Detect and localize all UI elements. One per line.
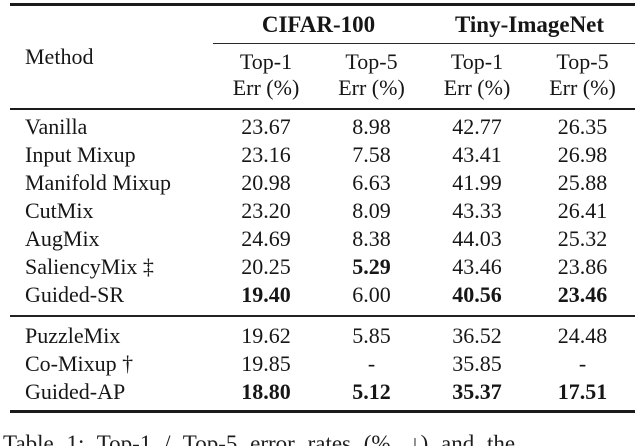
table-row: AugMix 24.69 8.38 44.03 25.32 xyxy=(10,225,635,253)
value-cell: 36.52 xyxy=(424,315,531,350)
value-cell: 44.03 xyxy=(452,226,502,251)
table-row: CutMix 23.20 8.09 43.33 26.41 xyxy=(10,197,635,225)
value-cell: 23.86 xyxy=(557,254,608,279)
value-cell: 40.56 xyxy=(452,282,502,307)
table-subheader-row: Top-1 Err (%) Top-5 Err (%) Top-1 Err (%… xyxy=(10,43,636,110)
table-row: Manifold Mixup 20.98 6.63 41.99 25.88 xyxy=(10,169,635,197)
method-cell: Guided-AP xyxy=(10,378,213,413)
value-cell: 7.58 xyxy=(352,142,391,167)
value-cell: 19.85 xyxy=(241,351,291,376)
value-cell: 5.85 xyxy=(319,315,425,350)
method-cell: Guided-SR xyxy=(25,282,124,307)
value-cell: 23.20 xyxy=(241,198,291,223)
method-cell: Vanilla xyxy=(25,114,88,139)
value-cell: 43.33 xyxy=(452,198,502,223)
value-cell: 43.41 xyxy=(452,142,502,167)
value-cell: 41.99 xyxy=(452,170,502,195)
method-cell: CutMix xyxy=(25,198,94,223)
value-cell: 23.16 xyxy=(241,142,291,167)
subheader-cifar-top1: Top-1 Err (%) xyxy=(213,43,319,110)
subheader-cifar-top5: Top-5 Err (%) xyxy=(319,43,425,110)
value-cell: 20.98 xyxy=(241,170,291,195)
value-cell: 23.46 xyxy=(557,282,608,307)
value-cell: 8.38 xyxy=(352,226,391,251)
value-cell: 8.09 xyxy=(352,198,391,223)
value-cell: 17.51 xyxy=(530,378,636,413)
value-cell: 5.29 xyxy=(352,254,391,279)
subheader-tiny-top5: Top-5 Err (%) xyxy=(530,43,636,110)
value-cell: 8.98 xyxy=(352,114,391,139)
value-cell: 35.37 xyxy=(424,378,531,413)
table-row: Guided-SR 19.40 6.00 40.56 23.46 xyxy=(10,281,635,316)
method-cell: PuzzleMix xyxy=(10,315,213,350)
value-cell: 26.98 xyxy=(557,142,608,167)
value-cell: 35.85 xyxy=(452,351,502,376)
table-header-group-row: Method CIFAR-100 Tiny-ImageNet xyxy=(10,4,636,110)
value-cell: 43.46 xyxy=(452,254,502,279)
table-row: SaliencyMix ‡ 20.25 5.29 43.46 23.86 xyxy=(10,253,635,281)
method-cell: Input Mixup xyxy=(25,142,136,167)
value-cell: 26.41 xyxy=(557,198,608,223)
value-cell: 20.25 xyxy=(241,254,291,279)
value-cell: 19.62 xyxy=(213,315,319,350)
method-cell: Manifold Mixup xyxy=(25,170,172,195)
value-cell: 25.32 xyxy=(557,226,608,251)
table-row: PuzzleMix 19.62 5.85 36.52 24.48 xyxy=(10,315,636,350)
method-cell: Co-Mixup † xyxy=(25,351,134,376)
group-header-tiny-imagenet: Tiny-ImageNet xyxy=(424,4,636,44)
value-cell: 24.69 xyxy=(241,226,291,251)
group-header-cifar100: CIFAR-100 xyxy=(213,4,425,44)
value-cell: - xyxy=(578,351,587,376)
value-cell: - xyxy=(367,351,376,376)
method-column-header: Method xyxy=(10,4,213,110)
value-cell: 25.88 xyxy=(557,170,608,195)
table-row: Co-Mixup † 19.85 - 35.85 - xyxy=(10,350,635,378)
value-cell: 19.40 xyxy=(241,282,291,307)
method-cell: AugMix xyxy=(25,226,100,251)
value-cell: 23.67 xyxy=(241,114,291,139)
value-cell: 6.63 xyxy=(352,170,391,195)
value-cell: 5.12 xyxy=(319,378,425,413)
value-cell: 18.80 xyxy=(213,378,319,413)
table-caption: Table 1: Top-1 / Top-5 error rates (%, ↓… xyxy=(3,431,516,446)
method-cell: SaliencyMix ‡ xyxy=(25,254,154,279)
value-cell: 6.00 xyxy=(352,282,391,307)
table-row: Guided-AP 18.80 5.12 35.37 17.51 xyxy=(10,378,636,413)
subheader-tiny-top1: Top-1 Err (%) xyxy=(424,43,531,110)
results-table: Method CIFAR-100 Tiny-ImageNet Top-1 Err… xyxy=(10,3,636,413)
value-cell: 24.48 xyxy=(530,315,636,350)
value-cell: 42.77 xyxy=(452,114,502,139)
table-row: Input Mixup 23.16 7.58 43.41 26.98 xyxy=(10,141,635,169)
table-row: Vanilla 23.67 8.98 42.77 26.35 xyxy=(10,109,635,141)
value-cell: 26.35 xyxy=(557,114,608,139)
